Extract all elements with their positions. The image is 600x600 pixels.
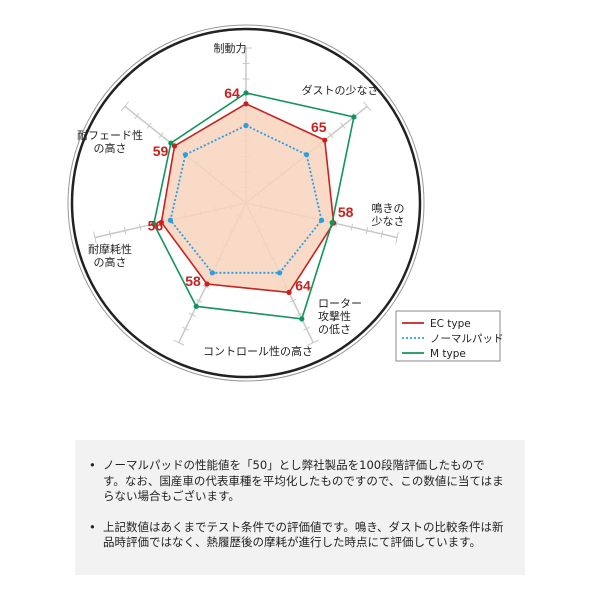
note-item: ノーマルパッドの性能値を「50」とし弊社製品を100段階評価したものです。なお、… xyxy=(89,458,505,505)
data-point xyxy=(329,220,335,226)
series-polygon xyxy=(152,92,355,320)
data-point xyxy=(243,122,249,129)
data-point xyxy=(171,143,178,149)
axis-label-line: ダストの少なさ xyxy=(302,83,379,97)
data-point xyxy=(277,270,283,276)
axis-tick xyxy=(188,312,196,317)
data-point xyxy=(168,140,174,146)
axis-tick xyxy=(350,223,354,231)
outer-ring xyxy=(67,24,425,382)
axis-tick xyxy=(365,227,369,235)
axis-tick xyxy=(182,326,189,331)
data-point xyxy=(286,289,292,295)
series-0 xyxy=(158,101,337,295)
axis-tick xyxy=(108,230,112,238)
axis-label: コントロール性の高さ xyxy=(203,344,313,358)
axis-label-line: の高さ xyxy=(94,255,127,269)
axis-label-line: コントロール性の高さ xyxy=(203,344,313,358)
data-point xyxy=(151,221,157,227)
data-point xyxy=(303,152,310,158)
note-item: 上記数値はあくまでテスト条件での評価値です。鳴き、ダストの比較条件は新品時評価で… xyxy=(89,520,505,551)
data-point xyxy=(299,316,305,322)
axis-label-line: 鳴きの xyxy=(372,201,405,215)
axis-label: ローター攻撃性の低さ xyxy=(318,297,362,336)
data-point xyxy=(351,114,357,120)
axis-tick xyxy=(340,122,346,129)
axis-tick xyxy=(202,284,210,289)
axis-label: 制動力 xyxy=(214,41,247,55)
data-point xyxy=(167,217,174,223)
axis-label-line: 耐摩耗性 xyxy=(88,242,132,256)
legend-label: EC type xyxy=(430,318,471,330)
outer-ring-inner xyxy=(70,27,422,379)
axis-label-line: の高さ xyxy=(94,141,127,155)
axis-tick xyxy=(307,339,319,346)
axis-label: 耐摩耗性の高さ xyxy=(88,242,132,269)
axis-label-line: 攻撃性 xyxy=(318,309,351,323)
legend-label: ノーマルパッド xyxy=(430,333,504,345)
notes-box: ノーマルパッドの性能値を「50」とし弊社製品を100段階評価したものです。なお、… xyxy=(75,440,525,575)
axis-tick xyxy=(123,227,127,235)
data-point xyxy=(209,270,215,276)
data-point xyxy=(193,303,199,309)
axis-tick xyxy=(296,312,304,317)
axis-tick xyxy=(120,101,129,112)
data-label: 64 xyxy=(224,85,240,101)
axis-label-line: 制動力 xyxy=(214,41,247,55)
axis-label-line: の低さ xyxy=(318,323,351,336)
axis-tick xyxy=(328,132,334,139)
data-point xyxy=(243,90,249,96)
data-label: 64 xyxy=(295,277,311,293)
series-2 xyxy=(151,90,357,322)
axis-tick xyxy=(363,101,372,112)
series-polygon xyxy=(169,124,323,274)
data-point xyxy=(158,219,164,225)
series-1 xyxy=(167,122,325,276)
axis-tick xyxy=(93,231,97,244)
axis-tick xyxy=(395,231,399,244)
data-point xyxy=(182,152,189,158)
axis-tick xyxy=(173,339,185,346)
series-polygon xyxy=(160,102,335,294)
data-label: 58 xyxy=(185,273,201,289)
axis-tick xyxy=(335,220,338,228)
data-point xyxy=(322,137,328,143)
axis-tick xyxy=(158,132,164,139)
data-point xyxy=(243,101,249,107)
axis-label-line: ローター xyxy=(318,297,362,310)
axis-tick xyxy=(303,326,310,331)
axis-label: 耐フェード性の高さ xyxy=(77,128,143,155)
axis-tick xyxy=(195,298,203,303)
axis-tick xyxy=(138,223,142,231)
axis-tick xyxy=(380,230,384,238)
axis-label: ダストの少なさ xyxy=(302,83,379,97)
radar-chart: 64 65 58 64 58 56 59 制動力ダストの少なさ鳴きの少なさローター攻撃性の低さ… xyxy=(67,24,504,382)
axis-label-line: 耐フェード性 xyxy=(77,128,143,142)
legend: EC type ノーマルパッド M type xyxy=(395,310,504,362)
axis-tick xyxy=(146,122,152,129)
axis-label: 鳴きの少なさ xyxy=(372,201,405,228)
axis-tick xyxy=(134,112,140,120)
data-label: 65 xyxy=(311,119,327,135)
data-label: 58 xyxy=(338,204,354,220)
data-label: 59 xyxy=(153,143,169,159)
axis-label-line: 少なさ xyxy=(372,215,405,228)
legend-label: M type xyxy=(430,348,466,360)
data-point xyxy=(204,281,210,287)
data-point xyxy=(318,217,325,223)
data-label: 56 xyxy=(148,217,164,233)
axis-tick xyxy=(289,298,297,303)
